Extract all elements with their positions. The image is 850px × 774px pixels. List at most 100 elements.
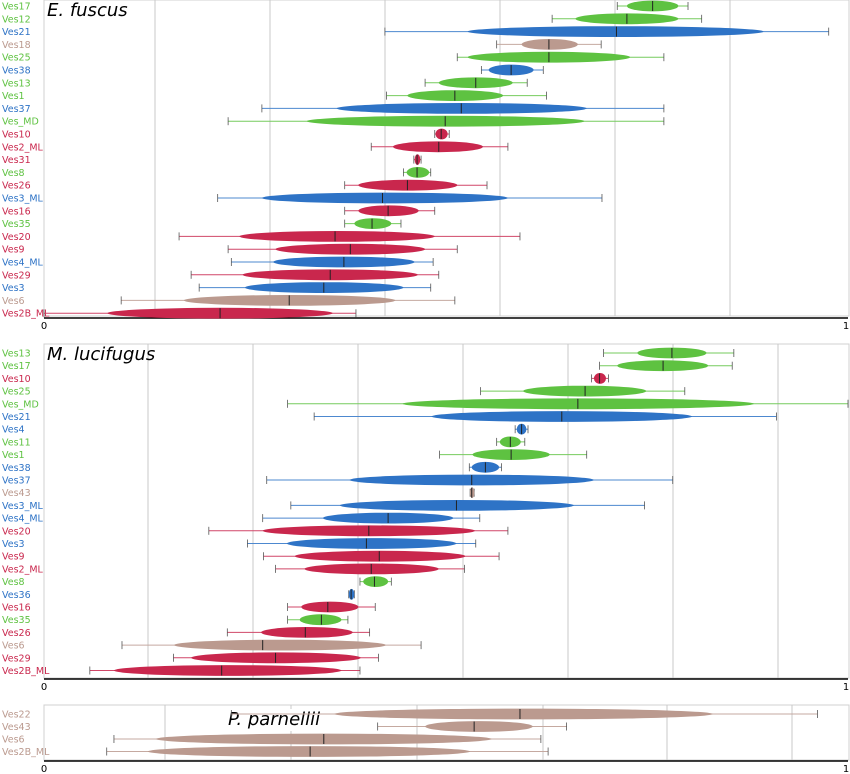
row-label: Ves2_ML xyxy=(2,564,44,575)
interval-ellipse xyxy=(334,708,713,720)
row-label: Ves2B_ML xyxy=(2,309,50,320)
row-label: Ves10 xyxy=(2,130,31,141)
interval-row: Ves25 xyxy=(2,385,686,398)
interval-row: Ves13 xyxy=(2,347,735,360)
interval-row: Ves2B_ML xyxy=(2,746,549,758)
row-label: Ves18 xyxy=(2,40,31,51)
interval-row: Ves13 xyxy=(2,77,528,89)
row-label: Ves12 xyxy=(2,14,31,25)
interval-ellipse xyxy=(113,665,342,676)
x-tick-label: 1 xyxy=(843,764,849,774)
row-label: Ves38 xyxy=(2,66,31,77)
row-label: Ves3 xyxy=(2,283,25,294)
interval-row: Ves36 xyxy=(2,588,355,601)
interval-row: Ves4_ML xyxy=(2,512,481,525)
interval-ellipse xyxy=(363,576,389,587)
interval-row: Ves10 xyxy=(2,373,609,385)
interval-row: Ves8 xyxy=(2,167,432,179)
row-label: Ves35 xyxy=(2,219,31,230)
row-label: Ves10 xyxy=(2,374,31,385)
interval-row: Ves6 xyxy=(2,295,456,307)
interval-row: Ves37 xyxy=(2,474,674,487)
row-label: Ves17 xyxy=(2,361,31,372)
interval-ellipse xyxy=(174,639,386,651)
row-label: Ves25 xyxy=(2,53,31,64)
interval-ellipse xyxy=(261,627,353,638)
interval-row: Ves31 xyxy=(2,154,422,166)
row-label: Ves17 xyxy=(2,2,31,13)
row-label: Ves3_ML xyxy=(2,194,44,205)
row-label: Ves26 xyxy=(2,181,31,192)
interval-ellipse xyxy=(294,550,466,562)
interval-row: Ves18 xyxy=(2,39,602,51)
row-label: Ves4 xyxy=(2,425,25,436)
interval-row: Ves4_ML xyxy=(2,256,434,269)
row-label: Ves20 xyxy=(2,526,31,537)
x-tick-label: 1 xyxy=(843,682,849,693)
panel-title: E. fuscus xyxy=(47,0,128,21)
row-label: Ves21 xyxy=(2,412,31,423)
row-label: Ves1 xyxy=(2,450,25,461)
row-label: Ves_MD xyxy=(2,399,39,410)
row-label: Ves26 xyxy=(2,628,31,639)
interval-row: Ves2B_ML xyxy=(2,665,361,677)
interval-row: Ves_MD xyxy=(2,398,849,410)
row-label: Ves6 xyxy=(2,735,25,746)
interval-ellipse xyxy=(406,167,430,178)
interval-row: Ves6 xyxy=(2,639,422,652)
interval-row: Ves2_ML xyxy=(2,563,465,575)
row-label: Ves16 xyxy=(2,206,31,217)
row-label: Ves11 xyxy=(2,437,31,448)
row-label: Ves38 xyxy=(2,463,31,474)
interval-row: Ves11 xyxy=(2,436,526,448)
panel-title: P. parnellii xyxy=(228,709,320,730)
interval-row: Ves35 xyxy=(2,218,402,230)
row-label: Ves2B_ML xyxy=(2,666,50,677)
row-label: Ves37 xyxy=(2,476,31,487)
x-tick-label: 1 xyxy=(843,321,849,332)
row-label: Ves13 xyxy=(2,349,31,360)
interval-row: Ves1 xyxy=(2,449,588,461)
interval-row: Ves22 xyxy=(2,708,818,721)
interval-row: Ves8 xyxy=(2,576,392,588)
row-label: Ves29 xyxy=(2,653,31,664)
row-label: Ves22 xyxy=(2,710,31,721)
row-label: Ves43 xyxy=(2,722,31,733)
interval-row: Ves12 xyxy=(2,13,703,25)
row-label: Ves35 xyxy=(2,615,31,626)
interval-row: Ves37 xyxy=(2,103,665,115)
interval-row: Ves1 xyxy=(2,90,547,102)
interval-row: Ves3_ML xyxy=(2,192,603,205)
row-label: Ves9 xyxy=(2,245,25,256)
row-label: Ves20 xyxy=(2,232,31,243)
row-label: Ves4_ML xyxy=(2,258,44,269)
interval-ellipse xyxy=(147,746,471,757)
interval-ellipse xyxy=(354,218,392,230)
interval-ellipse xyxy=(301,601,359,613)
row-label: Ves37 xyxy=(2,104,31,115)
interval-row: Ves2_ML xyxy=(2,141,509,153)
interval-row: Ves25 xyxy=(2,51,665,64)
x-tick-label: 0 xyxy=(41,321,47,332)
interval-row: Ves21 xyxy=(2,26,830,38)
row-label: Ves1 xyxy=(2,91,25,102)
interval-row: Ves38 xyxy=(2,64,544,77)
row-label: Ves8 xyxy=(2,577,25,588)
plot-frame xyxy=(43,343,850,679)
row-label: Ves2B_ML xyxy=(2,747,50,758)
row-label: Ves4_ML xyxy=(2,514,44,525)
row-label: Ves29 xyxy=(2,270,31,281)
interval-row: Ves4 xyxy=(2,423,529,436)
interval-row: Ves17 xyxy=(2,0,689,13)
interval-row: Ves16 xyxy=(2,601,376,614)
panel-title: M. lucifugus xyxy=(47,344,155,365)
row-label: Ves6 xyxy=(2,296,25,307)
row-label: Ves31 xyxy=(2,155,31,166)
interval-row: Ves43 xyxy=(2,487,475,499)
interval-row: Ves17 xyxy=(2,360,733,372)
interval-row: Ves10 xyxy=(2,128,450,141)
row-label: Ves13 xyxy=(2,78,31,89)
interval-row: Ves29 xyxy=(2,269,440,281)
